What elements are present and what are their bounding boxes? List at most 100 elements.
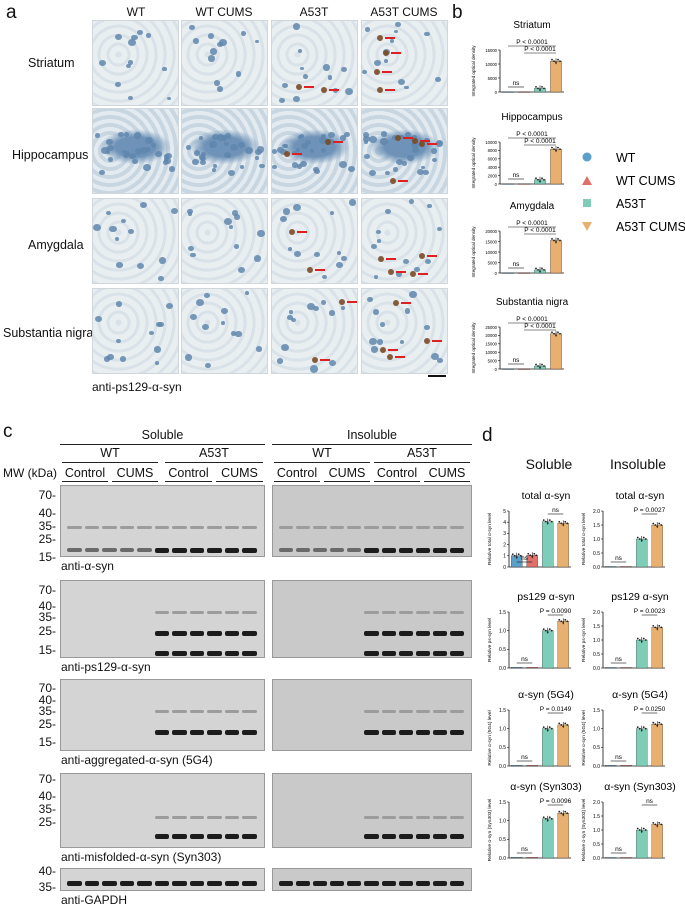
nucleus (240, 31, 246, 36)
nucleus (257, 230, 265, 238)
underline-sol-a53t-control (165, 481, 212, 482)
nucleus (219, 39, 227, 47)
bar (502, 91, 514, 93)
y-tick-label: 0.5 (593, 745, 600, 751)
data-point (541, 177, 543, 180)
micrograph-tile (92, 198, 179, 284)
data-point (636, 637, 639, 640)
blot-band (242, 631, 257, 636)
nucleus (212, 164, 218, 169)
blot-band (224, 631, 240, 636)
data-point (546, 819, 549, 822)
blot-band (119, 526, 135, 529)
nucleus (272, 164, 277, 169)
y-tick-label: 10000 (485, 140, 497, 145)
chart-title: α-syn (Syn303) (510, 781, 581, 793)
nucleus (137, 30, 144, 36)
data-point (519, 554, 522, 557)
ps129-inclusion (423, 337, 430, 344)
blot-band (189, 611, 205, 614)
data-point (551, 58, 553, 61)
data-point (652, 721, 655, 724)
nucleus (345, 88, 354, 96)
blot-insoluble (272, 773, 472, 848)
blot-antibody-label: anti-α-syn (61, 559, 114, 573)
data-point (539, 270, 541, 273)
data-point (562, 523, 565, 526)
y-tick-label: 1.5 (593, 624, 600, 630)
nucleus (259, 163, 265, 169)
micrograph-tile (361, 20, 448, 106)
nucleus (223, 152, 231, 159)
bar (542, 630, 554, 669)
y-tick-label: 10000 (485, 250, 497, 255)
bar (518, 368, 530, 370)
nucleus (320, 300, 326, 305)
y-tick-label: 0.0 (593, 856, 600, 862)
nucleus (140, 146, 148, 154)
nucleus (297, 48, 302, 53)
data-point (652, 522, 655, 525)
nucleus (424, 324, 430, 330)
red-arrow (426, 255, 437, 258)
blot-band (398, 631, 413, 636)
legend-label-a53t: A53T (616, 197, 646, 211)
ps129-inclusion (376, 87, 383, 94)
nucleus (224, 142, 229, 146)
micrograph-tile (92, 108, 179, 194)
panel-d-title-soluble: Soluble (525, 456, 573, 472)
underline-insol-wt (274, 462, 370, 463)
nucleus (115, 34, 122, 41)
data-point (539, 366, 541, 369)
blot-band (242, 710, 257, 713)
chart-title: ps129 α-syn (517, 591, 575, 603)
blot-band (330, 548, 345, 552)
significance-label: P < 0.0001 (524, 323, 556, 330)
nucleus (158, 321, 164, 327)
blot-band (364, 526, 379, 529)
blot-band (381, 611, 396, 614)
data-point (535, 177, 537, 180)
blot-band (364, 631, 379, 636)
panel-a-caption: anti-ps129-α-syn (92, 380, 182, 394)
ps129-inclusion (382, 50, 389, 57)
data-point (550, 629, 553, 632)
blot-band (189, 730, 205, 735)
micrograph-tile (181, 198, 268, 284)
mw-marker: 35- (38, 610, 56, 624)
mw-marker: 35- (38, 519, 56, 533)
red-arrow (419, 139, 430, 142)
bar (526, 765, 538, 767)
panel-a-row-striatum: Striatum (28, 56, 75, 70)
data-point (564, 810, 567, 813)
data-point (560, 812, 563, 815)
blot-band (224, 710, 240, 713)
mw-marker: 70- (38, 772, 56, 786)
y-axis-label: Relative ps-syn level (581, 618, 587, 662)
blot-soluble (60, 485, 265, 557)
bar (557, 724, 569, 767)
nucleus (280, 149, 288, 156)
nucleus (107, 144, 115, 152)
blot-band (449, 816, 464, 819)
nucleus (299, 134, 305, 139)
data-point (542, 816, 545, 819)
red-arrow (328, 88, 339, 91)
nucleus (211, 167, 217, 172)
data-point (654, 524, 657, 526)
data-point (558, 618, 561, 621)
data-point (640, 640, 643, 643)
blot-band (172, 526, 187, 529)
nucleus (256, 346, 263, 352)
ps129-inclusion (289, 228, 296, 235)
y-tick-label: 4000 (488, 165, 498, 170)
y-tick-label: 1.0 (593, 828, 600, 834)
mw-marker: 40- (38, 599, 56, 613)
chart-title: total α-syn (616, 490, 665, 502)
nucleus (322, 275, 327, 280)
data-point (642, 637, 645, 640)
red-arrow (303, 86, 314, 89)
nucleus (230, 144, 238, 152)
legend-item-a53t: A53T (583, 197, 646, 211)
y-tick-label: 0.0 (593, 764, 600, 770)
